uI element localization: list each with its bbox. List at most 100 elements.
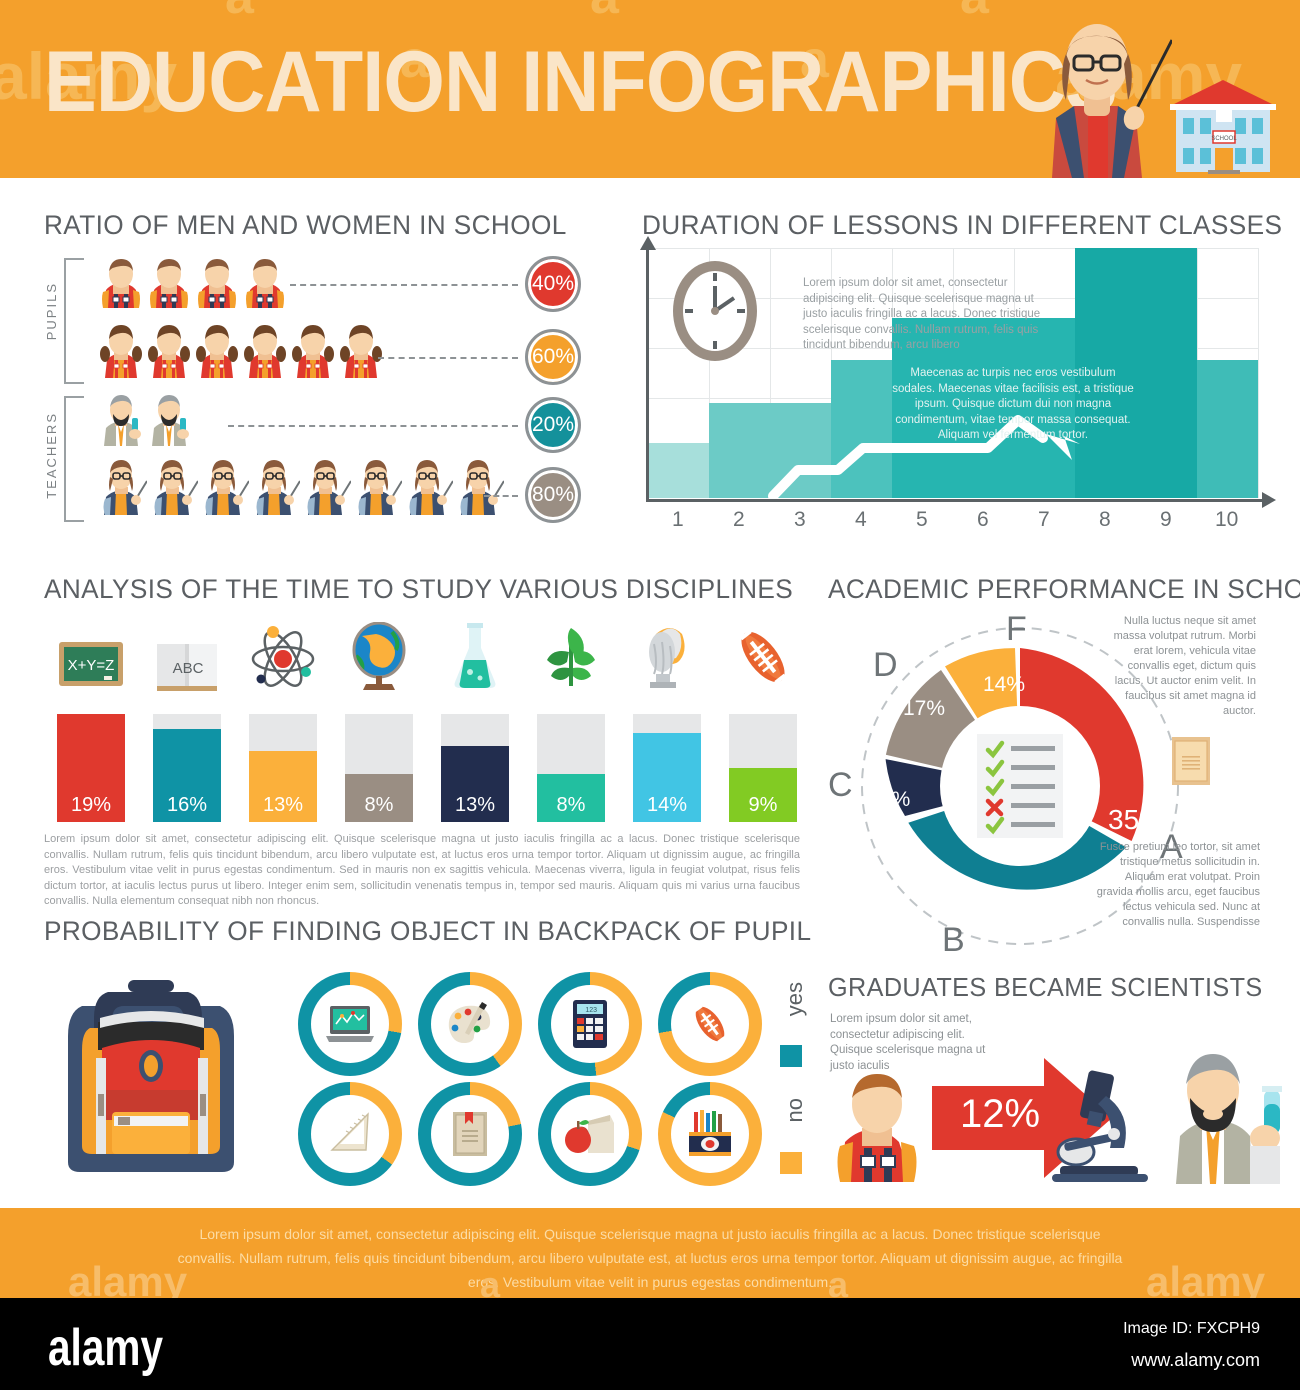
y-axis xyxy=(646,244,649,502)
plant-biology-icon xyxy=(547,628,595,686)
disc-bar-fill xyxy=(441,746,509,822)
disc-bar-value: 8% xyxy=(556,794,586,816)
x-tick: 7 xyxy=(1038,508,1050,531)
section-title-disciplines: ANALYSIS OF THE TIME TO STUDY VARIOUS DI… xyxy=(44,574,794,604)
alamy-logo: alamy xyxy=(48,1319,164,1377)
microscope-icon xyxy=(1052,1070,1148,1182)
disc-bar-track: 16% xyxy=(153,714,221,822)
disciplines-section: ANALYSIS OF THE TIME TO STUDY VARIOUS DI… xyxy=(0,566,820,907)
disc-bar-value: 9% xyxy=(748,794,778,816)
atom-physics-icon xyxy=(251,626,315,687)
certificate-paper-icon xyxy=(1172,737,1210,785)
donut-label-a: A xyxy=(1160,828,1183,866)
ring-inner xyxy=(671,1095,749,1173)
school-backpack-icon xyxy=(68,980,234,1172)
disc-bar-value: 19% xyxy=(70,794,112,816)
lessons-section: DURATION OF LESSONS IN DIFFERENT CLASSES xyxy=(632,196,1292,556)
female-teacher-icon xyxy=(460,460,504,515)
legend-swatch-no xyxy=(780,1152,802,1174)
ring-inner xyxy=(311,1095,389,1173)
x-tick: 4 xyxy=(855,508,867,531)
graduates-text: Lorem ipsum dolor sit amet, consectetur … xyxy=(830,1013,986,1072)
diploma-book-icon xyxy=(453,1112,487,1156)
arrow-percent-value: 12% xyxy=(960,1092,1041,1136)
ruler-triangle-icon xyxy=(330,1112,369,1151)
girl-pupil-icon xyxy=(292,325,334,378)
watermark-tile: a xyxy=(828,1264,849,1298)
bar-class-10 xyxy=(1197,360,1258,498)
flask-chemistry-icon xyxy=(454,623,496,688)
disc-bar-fill xyxy=(537,774,605,822)
open-book-icon: ABC xyxy=(157,644,217,691)
bracket-teachers xyxy=(64,396,84,522)
male-teacher-icon xyxy=(152,395,189,446)
watermark-tile: a xyxy=(225,0,254,26)
ring-chart-ruler xyxy=(298,1082,402,1186)
female-teacher-icon xyxy=(103,460,147,515)
donut-value-a: 35% xyxy=(1108,804,1165,835)
disc-bar-track: 14% xyxy=(633,714,701,822)
bar-class-5-7 xyxy=(892,318,1075,498)
percent-badge-male-teachers: 20% xyxy=(525,397,581,453)
trend-line-arrow xyxy=(768,415,1080,498)
graduates-section: GRADUATES BECAME SCIENTISTS Lorem ipsum … xyxy=(820,962,1300,1200)
person-row-girls xyxy=(98,324,384,378)
ring-chart-calculator: 123 xyxy=(538,972,642,1076)
football-sport-icon xyxy=(739,629,787,685)
donut-label-b: B xyxy=(942,921,965,959)
statue-art-icon xyxy=(649,628,685,688)
legend-swatch-yes xyxy=(780,1045,802,1067)
donut-value-d: 17% xyxy=(903,697,946,720)
ring-chart-football xyxy=(658,972,762,1076)
image-id-label: Image ID: FXCPH9 xyxy=(1123,1320,1260,1337)
girl-pupil-icon xyxy=(340,325,382,378)
x-axis xyxy=(646,499,1266,502)
svg-text:X+Y=Z: X+Y=Z xyxy=(68,657,115,674)
x-tick: 5 xyxy=(916,508,928,531)
person-row-male-teachers xyxy=(98,394,192,446)
female-teacher-icon xyxy=(154,460,198,515)
lessons-text-top: Lorem ipsum dolor sit amet, consectetur … xyxy=(803,277,1041,351)
percent-badge-girls: 60% xyxy=(525,329,581,385)
backpack-section: PROBABILITY OF FINDING OBJECT IN BACKPAC… xyxy=(0,900,830,1200)
bar-class-8-9 xyxy=(1075,248,1197,498)
disc-bar-fill xyxy=(345,774,413,822)
ring-inner xyxy=(311,985,389,1063)
boy-pupil-icon xyxy=(837,1074,917,1182)
scientist-with-test-tube-icon xyxy=(1176,1054,1282,1184)
ring-inner xyxy=(671,985,749,1063)
girl-pupil-icon xyxy=(196,325,238,378)
blackboard-math-icon: X+Y=Z xyxy=(59,642,123,686)
x-tick: 2 xyxy=(733,508,745,531)
teacher-with-pointer-icon xyxy=(1022,14,1174,178)
disc-bar-value: 8% xyxy=(364,794,394,816)
ring-chart-palette xyxy=(418,972,522,1076)
boy-pupil-icon xyxy=(150,259,188,308)
disc-bar-track: 8% xyxy=(345,714,413,822)
ring-inner xyxy=(551,1095,629,1173)
disc-bar-track: 8% xyxy=(537,714,605,822)
disc-bar-value: 16% xyxy=(166,794,208,816)
person-row-boys xyxy=(98,258,288,308)
x-axis-arrow xyxy=(1262,492,1276,508)
calculator-icon: 123 xyxy=(573,1000,607,1048)
female-teacher-icon xyxy=(409,460,453,515)
disciplines-body-text: Lorem ipsum dolor sit amet, consectetur … xyxy=(44,833,800,907)
connector-line xyxy=(378,357,518,359)
group-label-teachers: TEACHERS xyxy=(44,412,59,499)
female-teacher-icon xyxy=(256,460,300,515)
watermark-tile: alamy xyxy=(68,1258,188,1298)
disc-bar-value: 13% xyxy=(262,794,304,816)
boy-pupil-icon xyxy=(198,259,236,308)
disc-bar-track: 13% xyxy=(441,714,509,822)
footer-text: Lorem ipsum dolor sit amet, consectetur … xyxy=(177,1226,1123,1290)
male-teacher-icon xyxy=(104,395,141,446)
disc-bar-fill xyxy=(729,768,797,822)
disc-bar-value: 13% xyxy=(454,794,496,816)
female-teacher-icon xyxy=(307,460,351,515)
x-tick: 3 xyxy=(794,508,806,531)
header-banner: alamy alamy a a a a a EDUCATION INFOGRAP… xyxy=(0,0,1300,178)
girl-pupil-icon xyxy=(148,325,190,378)
laptop-chart-icon xyxy=(326,1006,374,1042)
